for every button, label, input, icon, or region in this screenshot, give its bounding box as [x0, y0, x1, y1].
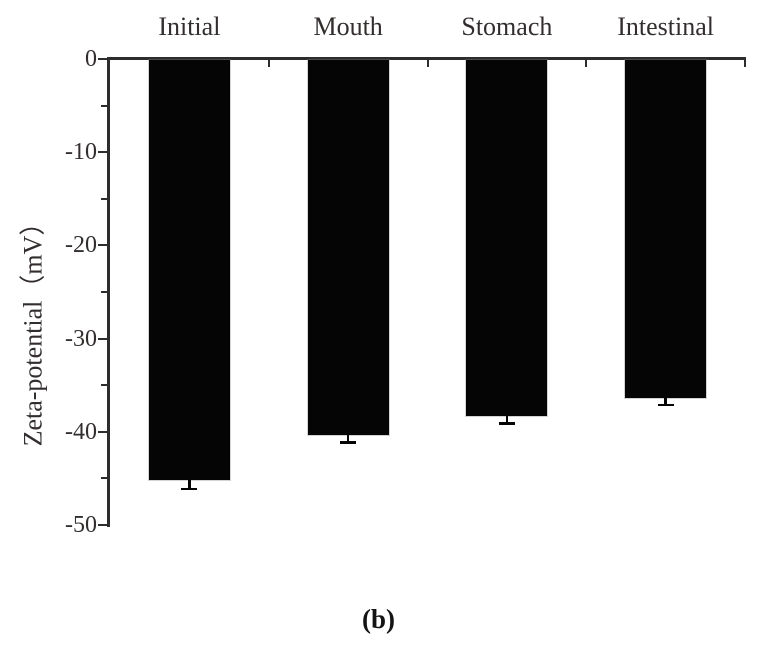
x-axis-boundary-tick — [426, 60, 429, 67]
error-bar-line — [188, 480, 191, 488]
error-bar-cap — [181, 487, 198, 491]
x-axis-boundary-tick — [744, 60, 746, 67]
y-axis-minor-tick — [101, 477, 107, 480]
y-axis-major-tick — [98, 524, 107, 526]
y-axis-tick-label: -50 — [65, 512, 97, 538]
bar-mouth — [307, 60, 389, 435]
y-axis-tick-label: -40 — [65, 418, 97, 445]
category-label-mouth: Mouth — [313, 12, 383, 41]
x-axis-boundary-tick — [585, 60, 588, 67]
y-axis-minor-tick — [101, 104, 107, 107]
error-bar-line — [346, 434, 350, 442]
y-axis-major-tick — [98, 244, 107, 247]
category-label-initial: Initial — [158, 12, 221, 41]
error-bar-cap — [498, 422, 515, 425]
x-axis-line — [107, 57, 746, 60]
y-axis-tick-label: -10 — [65, 139, 97, 166]
y-axis-minor-tick — [101, 291, 107, 293]
y-axis-major-tick — [98, 337, 107, 340]
x-axis-boundary-tick — [267, 60, 270, 67]
figure-caption: (b) — [0, 604, 757, 635]
y-axis-tick-label: -30 — [65, 325, 97, 352]
y-axis-major-tick — [98, 151, 107, 154]
y-axis-tick-label: -20 — [65, 232, 97, 259]
y-axis-major-tick — [98, 430, 107, 433]
caption-text: (b) — [362, 604, 395, 634]
error-bar-cap — [657, 403, 674, 407]
y-axis-major-tick — [98, 58, 107, 60]
category-label-intestinal: Intestinal — [617, 12, 714, 41]
bar-stomach — [466, 60, 548, 416]
bar-intestinal — [625, 60, 707, 399]
category-label-stomach: Stomach — [461, 12, 553, 41]
y-axis-tick-label: 0 — [85, 46, 97, 72]
error-bar-cap — [340, 441, 357, 444]
y-axis-line — [107, 57, 110, 527]
y-axis-minor-tick — [101, 197, 107, 200]
error-bar-line — [505, 415, 509, 423]
y-axis-minor-tick — [101, 384, 107, 387]
error-bar-line — [664, 398, 667, 404]
bar-initial — [148, 60, 230, 481]
